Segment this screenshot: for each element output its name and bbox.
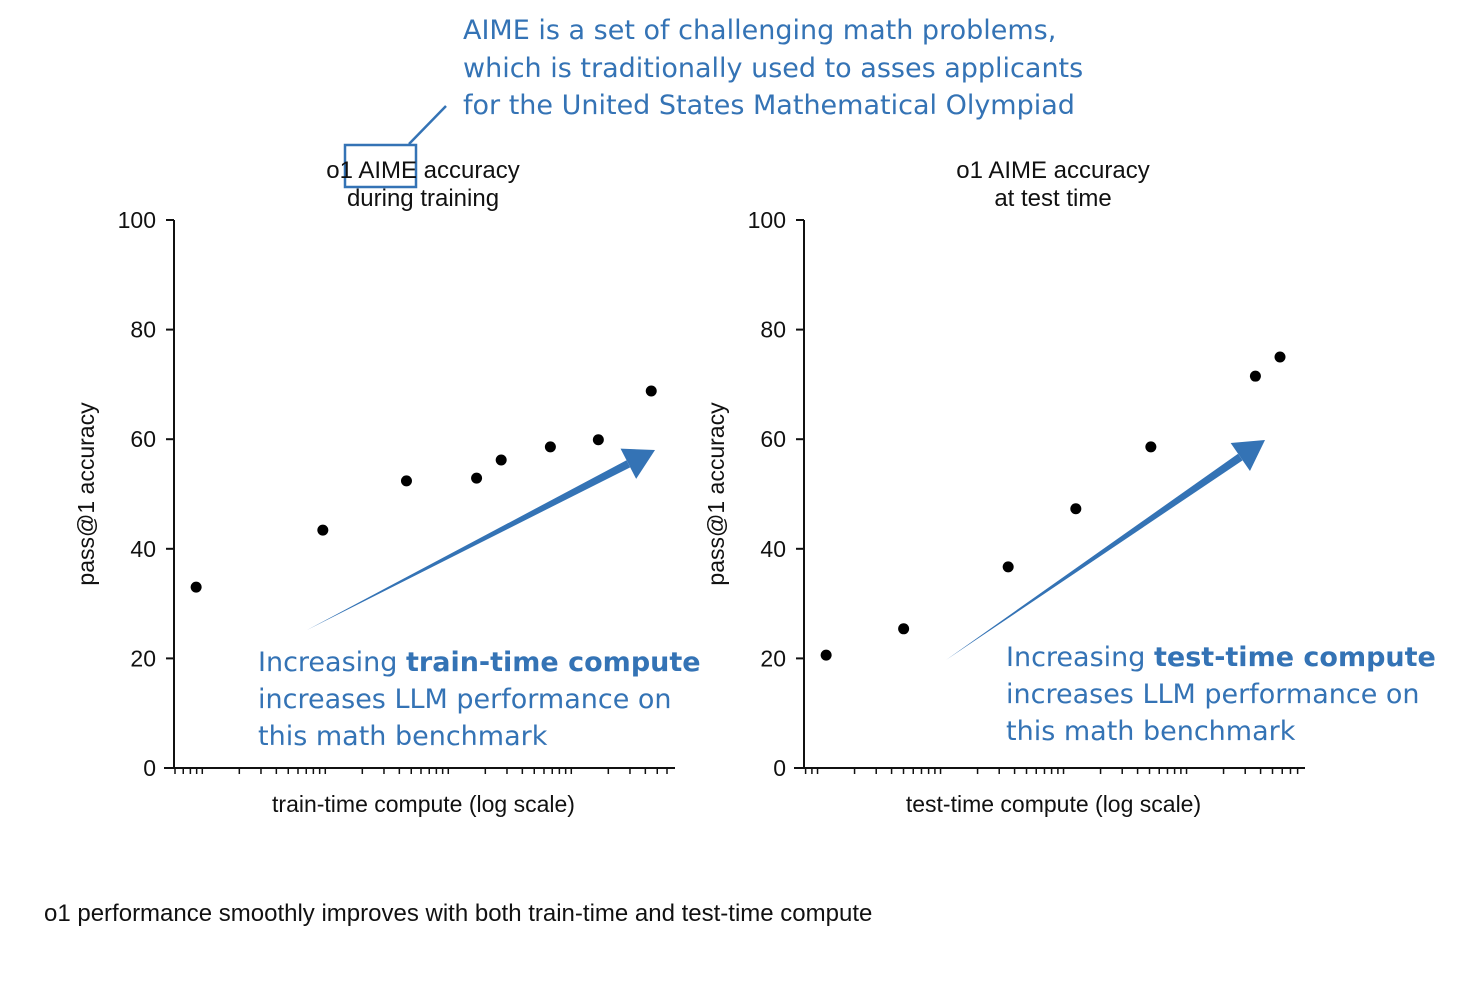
y-tick-label: 80	[130, 317, 156, 343]
trend-arrow-head	[1230, 440, 1265, 472]
annotation-rest: increases LLM performance on this math b…	[258, 684, 672, 752]
data-point	[592, 434, 604, 446]
chart-title: o1 AIME accuracy	[326, 157, 519, 184]
y-tick-label: 60	[130, 426, 156, 452]
y-tick-label: 20	[130, 645, 156, 671]
y-tick-label: 40	[130, 536, 156, 562]
data-point	[317, 524, 329, 536]
trend-arrow-shaft	[307, 460, 631, 630]
chart-annotation-train: Increasing train-time compute increases …	[258, 644, 701, 755]
annotation-line: AIME is a set of challenging math proble…	[463, 15, 1056, 46]
data-point	[820, 649, 832, 661]
annotation-line: which is traditionally used to asses app…	[463, 53, 1083, 84]
chart-title: at test time	[994, 185, 1111, 212]
y-tick-label: 100	[118, 207, 156, 233]
y-tick-label: 80	[760, 317, 786, 343]
annotation-pre: Increasing	[1006, 642, 1154, 673]
data-point	[1249, 370, 1261, 382]
data-point	[898, 623, 910, 635]
trend-arrow-head	[620, 448, 655, 479]
data-point	[1070, 503, 1082, 515]
y-axis-label: pass@1 accuracy	[73, 402, 99, 586]
chart-title: o1 AIME accuracy	[956, 157, 1149, 184]
y-tick-label: 0	[773, 755, 786, 781]
x-axis-label: test-time compute (log scale)	[906, 791, 1201, 817]
callout-line	[408, 105, 447, 145]
y-tick-label: 0	[143, 755, 156, 781]
y-tick-label: 40	[760, 536, 786, 562]
annotation-bold: test-time compute	[1154, 642, 1436, 673]
data-point	[190, 581, 202, 593]
data-point	[645, 385, 657, 397]
data-point	[1274, 351, 1286, 363]
x-axis-label: train-time compute (log scale)	[272, 791, 575, 817]
y-axis-label: pass@1 accuracy	[703, 402, 729, 586]
data-point	[544, 441, 556, 453]
annotation-rest: increases LLM performance on this math b…	[1006, 679, 1420, 747]
annotation-top: AIME is a set of challenging math proble…	[343, 15, 1083, 189]
y-tick-label: 100	[748, 207, 786, 233]
data-point	[1145, 441, 1157, 453]
data-point	[400, 475, 412, 487]
data-point	[495, 454, 507, 466]
y-tick-label: 60	[760, 426, 786, 452]
callout-box	[343, 143, 418, 189]
annotation-pre: Increasing	[258, 647, 406, 678]
data-point	[1002, 561, 1014, 573]
figure-caption: o1 performance smoothly improves with bo…	[44, 900, 873, 927]
chart-annotation-test: Increasing test-time compute increases L…	[1006, 639, 1436, 750]
data-point	[471, 472, 483, 484]
annotation-line: for the United States Mathematical Olymp…	[463, 90, 1075, 121]
y-tick-label: 20	[760, 645, 786, 671]
trend-arrow-shaft	[946, 453, 1243, 660]
chart-title: during training	[347, 185, 499, 212]
annotation-bold: train-time compute	[406, 647, 701, 678]
